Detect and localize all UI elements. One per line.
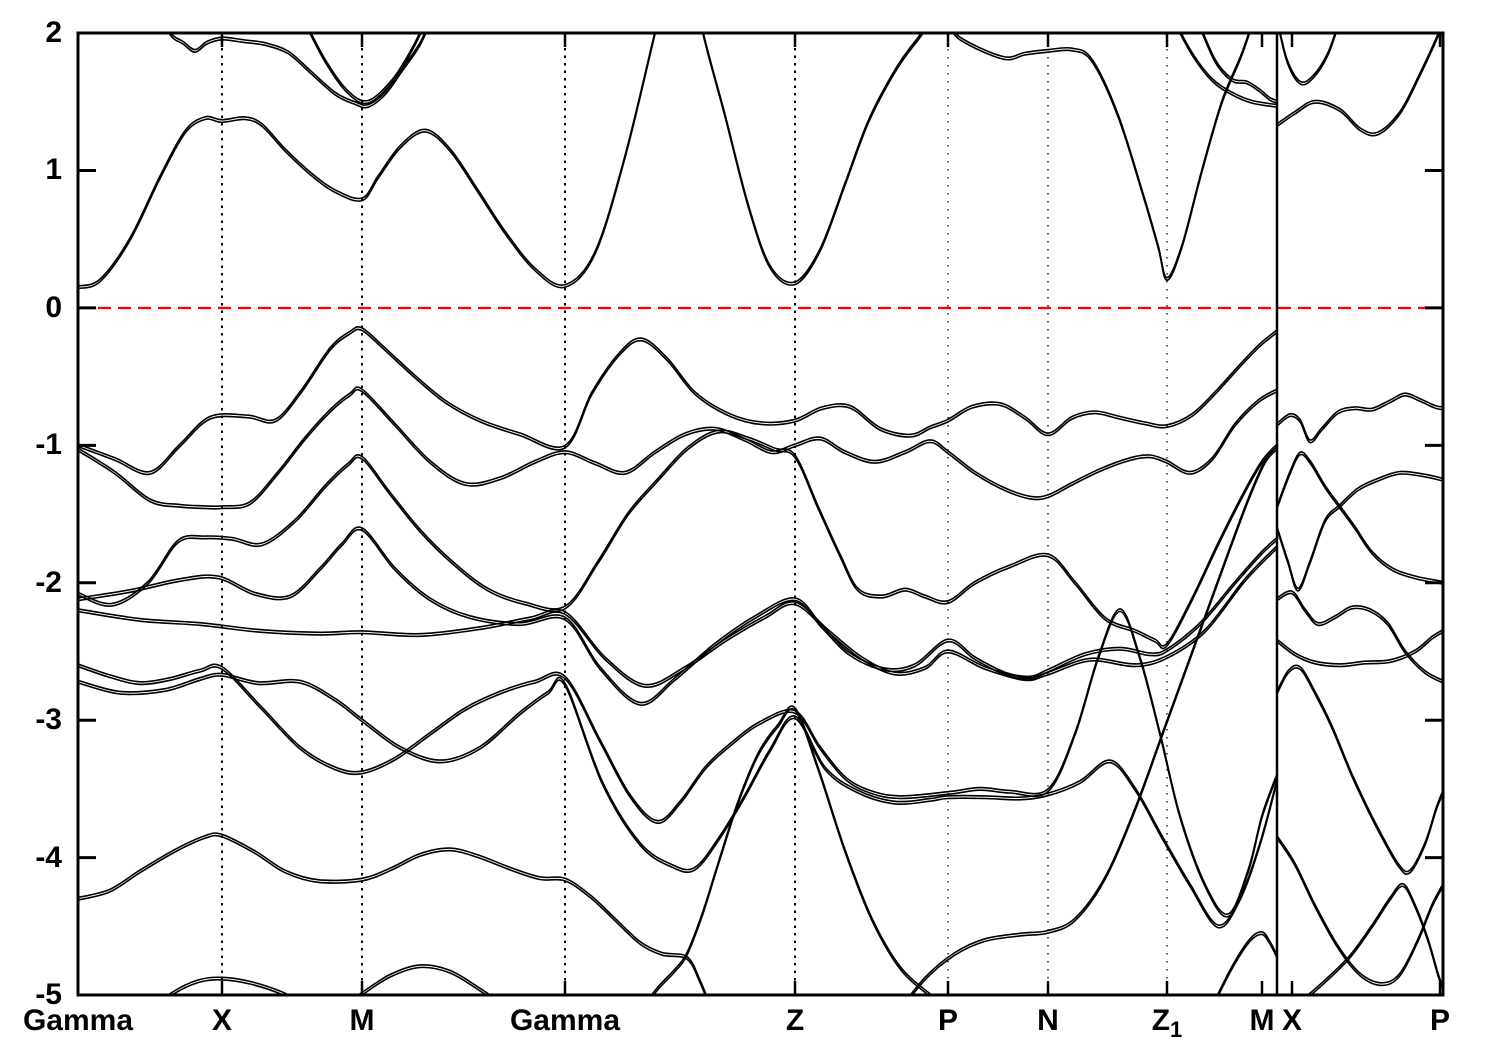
band-line-val-main-2 (79, 386, 1278, 508)
band-line-cond-right-2 (1276, 34, 1439, 134)
y-axis-label--3: -3 (35, 703, 62, 737)
x-axis-label-X: X (211, 1004, 232, 1037)
band-line-val-main-10 (910, 446, 1278, 994)
x-axis-label-M: M (1249, 1004, 1275, 1037)
band-line-cond-main-4 (1179, 34, 1278, 108)
band-line-cond-main-3 (310, 34, 421, 102)
band-line-val-main-2 (79, 388, 1278, 510)
band-line-val-right-8 (1310, 885, 1442, 994)
band-line-cond-main-2 (168, 34, 427, 109)
band-line-cond-main-2 (170, 34, 426, 106)
band-line-val-main-12 (362, 966, 487, 994)
band-line-val-right-8 (1307, 882, 1442, 994)
band-line-cond-main-1 (79, 34, 1251, 290)
band-line-val-main-1 (79, 326, 1278, 473)
band-line-val-main-3 (79, 429, 1278, 647)
band-line-val-main-3 (79, 431, 1278, 650)
band-line-cond-main-5 (1202, 34, 1278, 102)
plot-frame (76, 31, 1445, 997)
band-line-val-main-4 (79, 526, 1278, 704)
band-line-val-right-4 (1276, 592, 1442, 684)
band-line-val-main-7 (79, 672, 1278, 926)
band-line-val-right-5 (1276, 629, 1442, 665)
y-axis-label-2: 2 (45, 16, 62, 50)
x-axis-label-Gamma: Gamma (509, 1004, 621, 1037)
band-line-val-main-6 (79, 608, 1278, 915)
band-line-val-main-9 (651, 705, 932, 994)
band-line-cond-main-5 (1201, 34, 1278, 104)
y-axis-label--2: -2 (35, 565, 62, 599)
x-axis-label-M: M (349, 1004, 375, 1037)
x-axis-label-Z: Z (785, 1004, 805, 1037)
band-line-val-main-1 (79, 328, 1278, 476)
band-line-val-right-5 (1276, 631, 1442, 668)
band-line-val-main-8 (79, 832, 707, 994)
band-line-cond-main-1 (79, 34, 1250, 287)
band-line-val-right-6 (1276, 667, 1442, 875)
band-line-val-main-5 (79, 547, 1278, 688)
band-line-val-right-1 (1276, 395, 1442, 444)
x-axis-label-P: P (937, 1004, 958, 1037)
band-line-cond-right-1 (1279, 34, 1337, 86)
band-line-val-main-13 (1218, 933, 1278, 994)
band-line-val-right-2 (1276, 453, 1442, 585)
band-line-val-main-9 (653, 708, 929, 994)
band-line-val-right-7 (1276, 837, 1442, 987)
band-line-val-main-10 (912, 448, 1278, 994)
band-line-val-main-11 (168, 976, 289, 994)
band-line-val-main-13 (1217, 931, 1278, 994)
band-line-val-right-7 (1276, 835, 1442, 984)
y-axis-label-0: 0 (45, 290, 62, 324)
x-axis-label-P: P (1429, 1004, 1450, 1037)
band-line-cond-main-3 (309, 34, 422, 105)
band-line-cond-right-2 (1276, 34, 1440, 137)
band-line-val-right-4 (1276, 590, 1442, 681)
x-axis-label-Z1: Z1 (1151, 1004, 1183, 1042)
band-line-val-right-1 (1276, 392, 1442, 441)
y-axis-label--4: -4 (35, 840, 62, 874)
band-line-val-right-3 (1276, 470, 1442, 590)
x-axis-label-Gamma: Gamma (22, 1004, 134, 1037)
y-axis-label--1: -1 (35, 428, 62, 462)
band-line-val-right-2 (1276, 451, 1442, 583)
x-axis-label-X: X (1281, 1004, 1302, 1037)
band-line-val-right-3 (1276, 473, 1442, 592)
band-line-val-right-6 (1276, 664, 1442, 873)
band-line-val-main-8 (79, 834, 706, 994)
band-line-cond-main-4 (1180, 34, 1278, 106)
band-lines-group (79, 34, 1442, 994)
x-axis-label-N: N (1037, 1004, 1059, 1037)
band-line-val-main-4 (79, 528, 1278, 706)
band-line-val-main-7 (79, 675, 1278, 929)
band-line-val-main-6 (79, 610, 1278, 918)
y-axis-label-1: 1 (45, 153, 62, 187)
y-axis-label--5: -5 (35, 978, 62, 1012)
